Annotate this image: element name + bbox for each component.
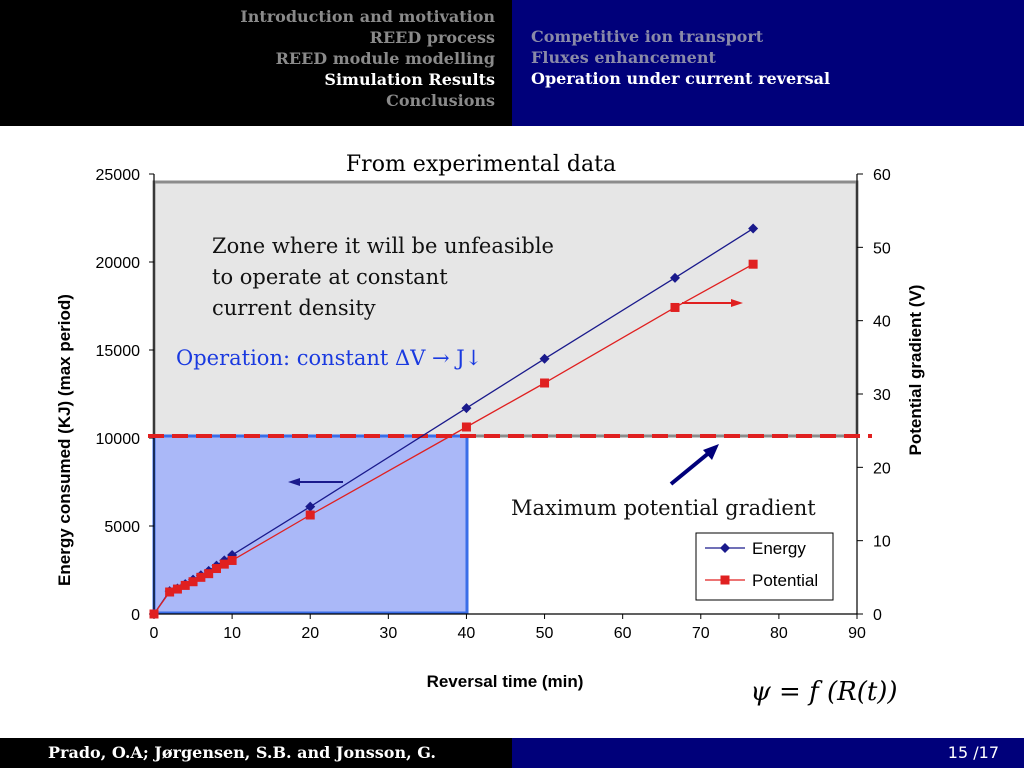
- nav-section-reed-process[interactable]: REED process: [369, 28, 495, 47]
- series-layer: [149, 223, 759, 619]
- y2-tick-label: 60: [873, 167, 891, 184]
- chart-title: From experimental data: [346, 152, 616, 177]
- potential-point: [670, 302, 680, 312]
- energy-point: [748, 223, 759, 234]
- section-nav: Introduction and motivation REED process…: [240, 6, 495, 111]
- nav-subsection-fluxes[interactable]: Fluxes enhancement: [531, 48, 716, 67]
- nav-section-reed-module[interactable]: REED module modelling: [275, 49, 495, 68]
- x-tick-label: 40: [458, 625, 476, 642]
- nav-section-conclusions[interactable]: Conclusions: [386, 91, 495, 110]
- y2-tick-label: 10: [873, 534, 891, 551]
- y2-tick-label: 20: [873, 460, 891, 477]
- nav-section-simulation-results[interactable]: Simulation Results: [324, 70, 495, 89]
- y2-tick-label: 0: [873, 607, 882, 624]
- x-axis-label: Reversal time (min): [427, 672, 584, 691]
- potential-point: [188, 577, 198, 587]
- header-subsections-panel: Competitive ion transport Fluxes enhance…: [512, 0, 1024, 126]
- footer-authors: Prado, O.A; Jørgensen, S.B. and Jonsson,…: [48, 743, 436, 762]
- legend-energy-label: Energy: [752, 539, 806, 558]
- header-sections-panel: Introduction and motivation REED process…: [0, 0, 512, 126]
- max-gradient-pointer-head: [703, 444, 719, 460]
- potential-point: [149, 609, 159, 619]
- legend-potential-label: Potential: [752, 571, 818, 590]
- potential-point: [196, 572, 206, 582]
- y-tick-label: 15000: [96, 343, 141, 360]
- potential-point: [180, 580, 190, 590]
- x-tick-label: 0: [150, 625, 159, 642]
- potential-point: [204, 569, 214, 579]
- potential-point: [461, 422, 471, 432]
- feasible-zone-box: [152, 434, 469, 615]
- legend-potential-marker: [720, 575, 730, 585]
- x-tick-label: 60: [614, 625, 632, 642]
- potential-point: [227, 555, 237, 565]
- nav-subsection-competitive-ion[interactable]: Competitive ion transport: [531, 27, 764, 46]
- potential-point: [748, 259, 758, 269]
- legend: [695, 532, 834, 601]
- right-arrow-head: [731, 299, 743, 307]
- zone-annotation-text: Zone where it will be unfeasible to opera…: [212, 234, 554, 320]
- zone-annotation-line: current density: [212, 296, 376, 320]
- y2-tick-label: 50: [873, 240, 891, 257]
- y-tick-label: 10000: [96, 431, 141, 448]
- series-potential: [149, 259, 758, 619]
- energy-point: [670, 272, 681, 283]
- potential-point: [165, 587, 175, 597]
- footer-page-panel: 15 /17: [512, 738, 1024, 768]
- x-tick-label: 30: [379, 625, 397, 642]
- operation-annotation: Operation: constant ΔV → J↓: [176, 346, 482, 370]
- potential-point: [219, 559, 229, 569]
- x-tick-label: 50: [536, 625, 554, 642]
- y-tick-label: 20000: [96, 255, 141, 272]
- zone-annotation-line: to operate at constant: [212, 265, 448, 289]
- energy-point: [539, 353, 550, 364]
- footer-authors-panel: Prado, O.A; Jørgensen, S.B. and Jonsson,…: [0, 738, 512, 768]
- y2-tick-label: 40: [873, 314, 891, 331]
- potential-point: [305, 510, 315, 520]
- y-tick-label: 5000: [104, 519, 140, 536]
- potential-point: [540, 378, 550, 388]
- y-tick-label: 0: [131, 607, 140, 624]
- x-tick-label: 80: [770, 625, 788, 642]
- formula: ψ = f (R(t)): [750, 677, 897, 707]
- y-axis-label: Energy consumed (KJ) (max period): [55, 294, 74, 586]
- y2-tick-label: 30: [873, 387, 891, 404]
- nav-subsection-current-reversal[interactable]: Operation under current reversal: [531, 69, 831, 88]
- y-tick-label: 25000: [96, 167, 141, 184]
- energy-point: [305, 501, 316, 512]
- max-gradient-annotation: Maximum potential gradient: [511, 496, 816, 520]
- axis-ticks: 0 10 20 30 40 50 60 70 80 90 0 5000 10000 15000 20000 2…: [96, 167, 891, 642]
- legend-energy-marker: [720, 543, 730, 553]
- x-tick-label: 20: [301, 625, 319, 642]
- subsection-nav: Competitive ion transport Fluxes enhance…: [531, 26, 830, 89]
- potential-point: [172, 584, 182, 594]
- x-tick-label: 10: [223, 625, 241, 642]
- zone-annotation: Zone where it will be unfeasible to opera…: [212, 234, 554, 320]
- y2-axis-label: Potential gradient (V): [906, 285, 925, 456]
- potential-point: [211, 564, 221, 574]
- max-gradient-pointer-line: [669, 450, 712, 486]
- page-number: 15 /17: [947, 743, 999, 762]
- legend-items: Energy Potential: [705, 539, 818, 590]
- x-tick-label: 70: [692, 625, 710, 642]
- x-tick-label: 90: [848, 625, 866, 642]
- unfeasible-zone-box: [152, 180, 859, 438]
- energy-point: [461, 403, 472, 414]
- zone-annotation-line: Zone where it will be unfeasible: [212, 234, 554, 258]
- chart: 0 10 20 30 40 50 60 70 80 90 0 5000 10000 15000 20000 2…: [55, 152, 925, 707]
- energy-point: [227, 550, 238, 561]
- nav-section-introduction[interactable]: Introduction and motivation: [240, 7, 495, 26]
- left-arrow-head: [288, 478, 300, 486]
